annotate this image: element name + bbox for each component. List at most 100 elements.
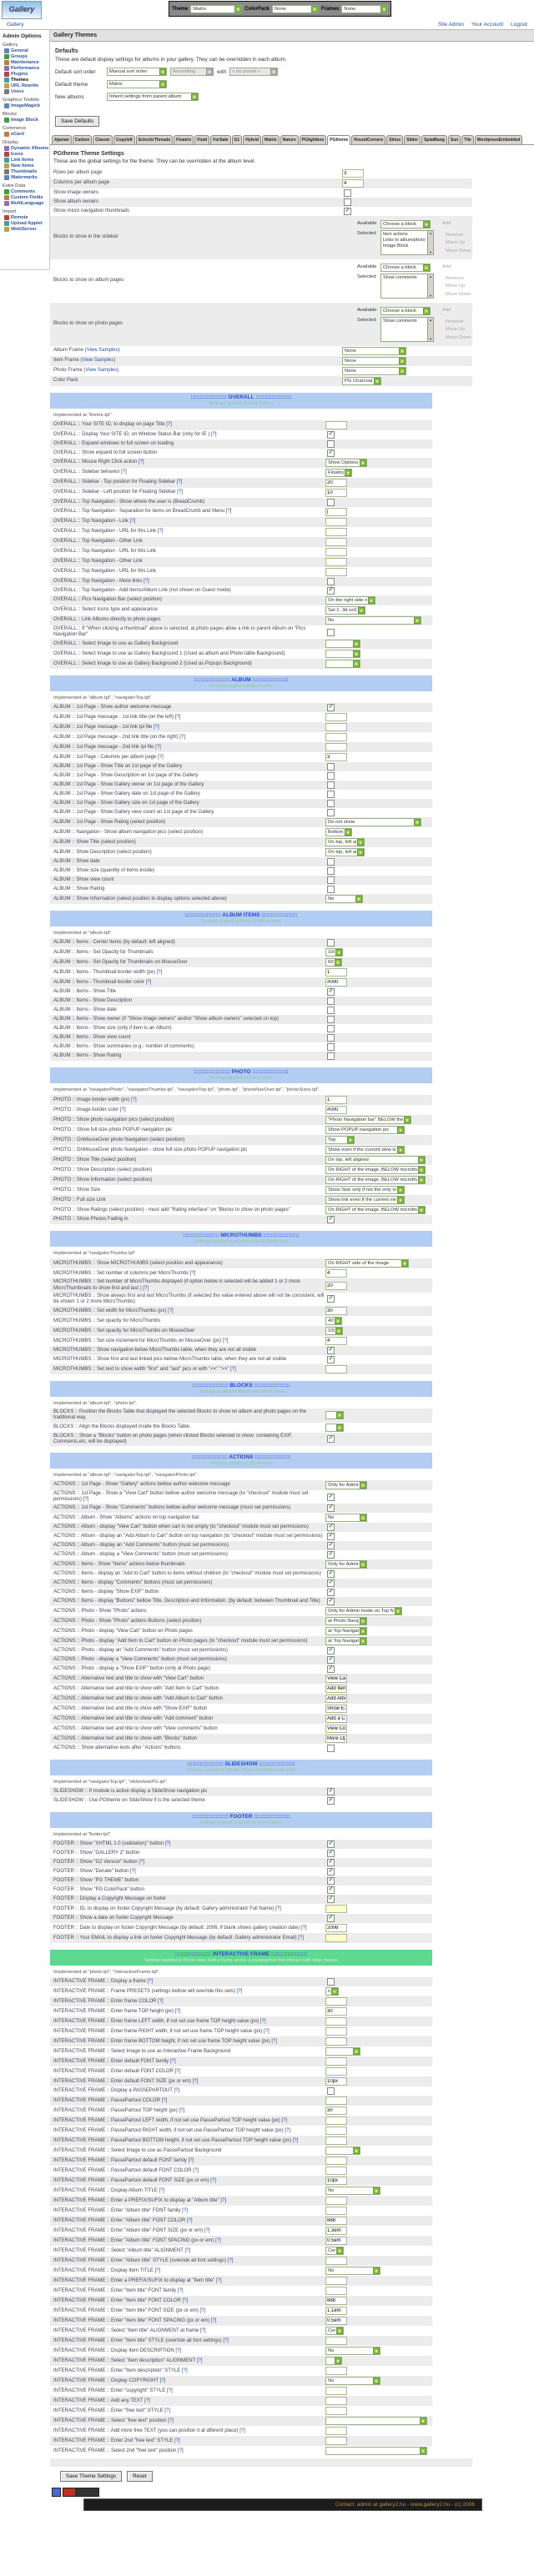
- help-link[interactable]: [?]: [147, 1979, 154, 1985]
- listbox-scrollbar[interactable]: ▲ ▼: [427, 274, 433, 298]
- setting-select[interactable]: ▼: [325, 2417, 427, 2426]
- help-link[interactable]: [?]: [129, 1869, 136, 1875]
- view-samples-link[interactable]: View Samples: [86, 348, 118, 354]
- setting-input[interactable]: [325, 2407, 347, 2416]
- help-link[interactable]: [?]: [186, 2217, 193, 2223]
- setting-checkbox[interactable]: ✓: [327, 1797, 335, 1805]
- setting-select[interactable]: No ▼: [325, 2187, 380, 2196]
- setting-checkbox[interactable]: [327, 1034, 335, 1042]
- setting-select[interactable]: No ▼: [325, 2377, 380, 2386]
- setting-input[interactable]: [325, 2287, 347, 2296]
- setting-checkbox[interactable]: ✓: [327, 1896, 335, 1904]
- setting-select[interactable]: 100%▼: [325, 948, 343, 957]
- setting-input[interactable]: [342, 179, 364, 188]
- setting-checkbox[interactable]: ✓: [327, 431, 335, 439]
- help-link[interactable]: [?]: [174, 2068, 181, 2074]
- setting-input[interactable]: [325, 2096, 347, 2106]
- setting-select[interactable]: Only for Admin mode▼: [325, 1560, 367, 1569]
- setting-input[interactable]: [325, 2017, 347, 2026]
- help-link[interactable]: [?]: [154, 724, 159, 730]
- setting-checkbox[interactable]: ✓: [327, 1859, 335, 1867]
- selected-blocks-listbox[interactable]: Show comments ▲ ▼: [380, 317, 434, 342]
- setting-select[interactable]: On the right side of the page▼: [325, 596, 375, 605]
- sidebar-item-new-items[interactable]: New Items: [4, 163, 49, 168]
- setting-input[interactable]: [325, 743, 347, 752]
- setting-select[interactable]: ▼: [325, 2147, 360, 2156]
- theme-select[interactable]: Matrix ▼: [190, 4, 243, 13]
- help-link[interactable]: [?]: [174, 2438, 180, 2443]
- setting-input[interactable]: [325, 518, 347, 526]
- help-link[interactable]: [?]: [156, 969, 163, 975]
- setting-select[interactable]: ▼: [325, 1411, 344, 1420]
- help-link[interactable]: [?]: [225, 509, 232, 515]
- setting-select[interactable]: Do not show ▼: [325, 818, 421, 827]
- selected-block-item[interactable]: Show comments: [383, 275, 417, 280]
- view-samples-link[interactable]: View Samples: [85, 368, 118, 374]
- validation-badge-icon[interactable]: [52, 2488, 61, 2498]
- help-link[interactable]: [?]: [129, 519, 136, 525]
- tab-copyleft[interactable]: Copyleft: [113, 135, 135, 144]
- setting-checkbox[interactable]: ✓: [327, 1886, 335, 1895]
- help-link[interactable]: [?]: [227, 2257, 234, 2263]
- help-link[interactable]: [?]: [300, 1925, 307, 1931]
- setting-input[interactable]: [325, 1675, 347, 1684]
- tab-siriux[interactable]: Siriux: [386, 135, 404, 144]
- setting-input[interactable]: [325, 2237, 347, 2246]
- site-admin-link[interactable]: Site Admin: [437, 22, 465, 28]
- help-link[interactable]: [?]: [176, 480, 183, 485]
- sidebar-item-image-block[interactable]: Image Block: [4, 118, 49, 123]
- view-samples-link[interactable]: View Samples: [82, 358, 114, 364]
- sidebar-item-general[interactable]: General: [4, 48, 49, 53]
- help-link[interactable]: [?]: [199, 2307, 206, 2313]
- setting-select[interactable]: 100%▼: [325, 1327, 343, 1336]
- tab-floatrix[interactable]: Floatrix: [174, 135, 194, 144]
- sidebar-item-url-rewrite[interactable]: URL Rewrite: [4, 83, 49, 88]
- setting-input[interactable]: [325, 1905, 347, 1914]
- sidebar-item-watermarks[interactable]: Watermarks: [4, 175, 49, 180]
- sidebar-item-remote[interactable]: Remote: [4, 215, 49, 220]
- setting-input[interactable]: [325, 548, 347, 556]
- logout-link[interactable]: Logout: [511, 22, 527, 28]
- sidebar-item-ecard[interactable]: eCard: [4, 132, 49, 137]
- help-link[interactable]: [?]: [175, 2348, 182, 2353]
- setting-select[interactable]: none▼: [325, 1987, 339, 1996]
- setting-input[interactable]: [325, 723, 347, 732]
- setting-input[interactable]: [325, 978, 347, 987]
- setting-checkbox[interactable]: [327, 763, 335, 771]
- help-link[interactable]: [?]: [189, 1270, 196, 1276]
- sidebar-item-groups[interactable]: Groups: [4, 54, 49, 59]
- add-block-link[interactable]: Add: [442, 308, 451, 313]
- remove-block-link[interactable]: Remove: [446, 233, 464, 238]
- help-link[interactable]: [?]: [210, 431, 217, 437]
- setting-select[interactable]: "Photo Navigation bar" BELOW the image▼: [325, 1116, 411, 1125]
- sidebar-item-themes[interactable]: Themes: [4, 78, 49, 83]
- setting-input[interactable]: [325, 2177, 347, 2186]
- setting-select[interactable]: ▼: [325, 640, 360, 649]
- help-link[interactable]: [?]: [188, 2157, 194, 2163]
- tab-tile[interactable]: Tile: [461, 135, 474, 144]
- tab-pgtheme[interactable]: PGtheme: [327, 135, 351, 145]
- setting-input[interactable]: [325, 2427, 347, 2436]
- setting-input[interactable]: [325, 2367, 347, 2376]
- help-link[interactable]: [?]: [161, 2097, 168, 2103]
- selected-block-item[interactable]: Item actions: [383, 232, 408, 237]
- move-down-link[interactable]: Move Down: [446, 248, 471, 254]
- setting-input[interactable]: [325, 2387, 347, 2396]
- remove-block-link[interactable]: Remove: [446, 276, 464, 281]
- setting-input[interactable]: [325, 2397, 347, 2406]
- setting-checkbox[interactable]: ✓: [327, 1295, 335, 1303]
- setting-input[interactable]: [325, 2077, 347, 2086]
- setting-input[interactable]: [325, 713, 347, 722]
- setting-input[interactable]: [325, 2227, 347, 2236]
- setting-select[interactable]: at Photo Navigation bar▼: [325, 1617, 367, 1626]
- your-account-link[interactable]: Your Account: [471, 22, 504, 28]
- help-link[interactable]: [?]: [215, 2277, 222, 2283]
- help-link[interactable]: [?]: [177, 2448, 184, 2453]
- sidebar-item-imagemagick[interactable]: ImageMagick: [4, 103, 49, 108]
- setting-input[interactable]: [325, 2297, 347, 2306]
- setting-checkbox[interactable]: ✓: [327, 1356, 335, 1364]
- setting-select[interactable]: On RIGHT of the image, BELOW microthumbs…: [325, 1176, 426, 1185]
- setting-input[interactable]: [325, 1685, 347, 1694]
- setting-checkbox[interactable]: [327, 939, 335, 947]
